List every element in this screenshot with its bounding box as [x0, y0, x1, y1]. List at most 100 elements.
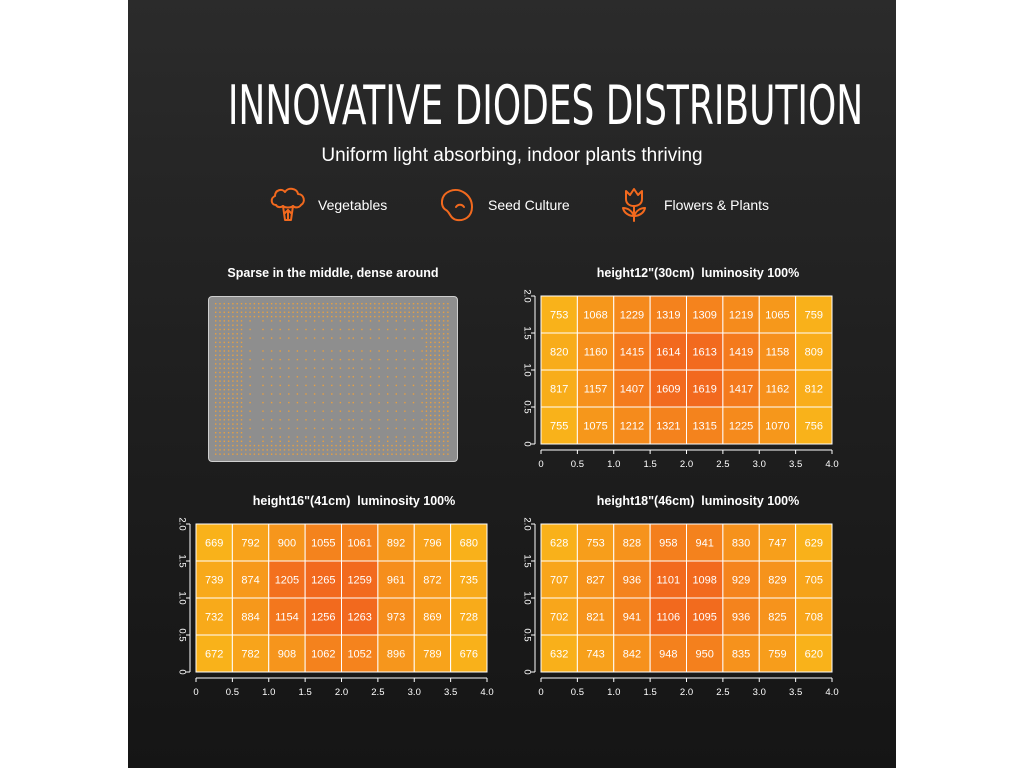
- led-diode: [369, 427, 372, 430]
- led-diode: [232, 358, 234, 361]
- led-diode: [438, 341, 440, 344]
- led-diode: [240, 393, 243, 395]
- led-diode: [262, 444, 264, 447]
- led-diode: [447, 367, 449, 369]
- led-diode: [339, 384, 342, 387]
- led-diode: [438, 358, 440, 361]
- x-tick-label: 0: [538, 687, 543, 698]
- heatmap-cell-label: 1160: [584, 347, 608, 359]
- led-diode: [232, 315, 234, 318]
- led-diode: [387, 440, 389, 442]
- led-diode: [421, 401, 423, 404]
- led-diode: [305, 320, 307, 322]
- led-diode: [283, 315, 286, 318]
- led-diode: [223, 453, 225, 455]
- led-diode: [408, 307, 410, 309]
- led-diode: [352, 315, 354, 318]
- led-diode: [434, 449, 436, 451]
- led-diode: [442, 354, 445, 356]
- led-diode: [421, 436, 423, 438]
- led-diode: [313, 436, 316, 438]
- led-diode: [215, 315, 217, 318]
- led-diode: [430, 376, 432, 378]
- led-diode: [430, 311, 432, 313]
- led-diode: [240, 406, 243, 408]
- led-diode: [442, 337, 445, 339]
- led-diode: [227, 328, 230, 331]
- led-diode: [404, 453, 406, 455]
- heatmap-cell: [613, 634, 651, 673]
- led-diode: [369, 410, 372, 412]
- y-tick-label: 1.0: [521, 591, 532, 604]
- led-diode: [240, 367, 243, 369]
- led-diode: [227, 367, 230, 369]
- heatmap-cell-label: 1619: [692, 384, 716, 396]
- led-diode: [434, 453, 436, 455]
- led-diode: [438, 320, 440, 322]
- led-diode: [417, 444, 419, 447]
- led-diode: [240, 358, 243, 361]
- led-diode: [249, 427, 251, 430]
- led-diode: [219, 346, 221, 348]
- led-diode: [442, 419, 445, 421]
- led-diode: [279, 410, 281, 412]
- led-diode: [399, 307, 402, 309]
- led-diode: [240, 337, 243, 339]
- led-diode: [305, 449, 307, 451]
- led-diode: [301, 315, 303, 318]
- led-diode: [232, 354, 234, 356]
- led-diode: [227, 444, 230, 447]
- led-diode: [279, 303, 281, 305]
- led-diode: [438, 397, 440, 399]
- led-diode: [223, 436, 225, 438]
- led-diode: [447, 363, 449, 365]
- heatmap-cell-label: 1263: [347, 612, 371, 624]
- led-diode: [326, 453, 329, 455]
- led-diode: [313, 311, 316, 313]
- led-diode: [348, 436, 350, 438]
- led-diode: [270, 410, 273, 412]
- led-diode: [232, 307, 234, 309]
- led-diode: [387, 393, 389, 395]
- led-diode: [262, 303, 264, 305]
- led-diode: [434, 393, 436, 395]
- led-diode: [305, 337, 307, 339]
- heatmap-cell-label: 1095: [692, 612, 716, 624]
- feature-flowers-plants: Flowers & Plants: [612, 183, 769, 227]
- led-diode: [296, 320, 299, 322]
- led-diode: [361, 449, 363, 451]
- led-diode: [296, 358, 299, 361]
- y-tick-label: 0.5: [176, 628, 187, 641]
- led-diode: [322, 453, 324, 455]
- led-diode: [331, 410, 333, 412]
- led-diode: [438, 376, 440, 378]
- led-diode: [240, 346, 243, 348]
- led-diode: [447, 453, 449, 455]
- led-diode: [219, 337, 221, 339]
- heatmap-cell-label: 1614: [656, 347, 680, 359]
- led-diode: [335, 449, 337, 451]
- led-diode: [369, 376, 372, 378]
- led-diode: [430, 449, 432, 451]
- led-diode: [262, 440, 264, 442]
- led-diode: [232, 371, 234, 374]
- led-diode: [425, 354, 428, 356]
- led-diode: [412, 444, 415, 447]
- led-diode: [331, 436, 333, 438]
- led-diode: [331, 307, 333, 309]
- heatmap-cell: [795, 597, 833, 636]
- led-diode: [430, 315, 432, 318]
- led-diode: [421, 328, 423, 331]
- led-diode: [215, 346, 217, 348]
- led-diode: [430, 320, 432, 322]
- led-diode: [223, 324, 225, 326]
- heatmap-cell-label: 908: [278, 649, 296, 661]
- led-diode: [395, 328, 397, 331]
- led-diode: [279, 358, 281, 361]
- heatmap-cell-label: 1061: [347, 538, 371, 550]
- heatmap-cell: [649, 369, 687, 408]
- led-diode: [442, 315, 445, 318]
- led-diode: [249, 393, 251, 395]
- led-diode: [227, 337, 230, 339]
- led-diode: [434, 423, 436, 425]
